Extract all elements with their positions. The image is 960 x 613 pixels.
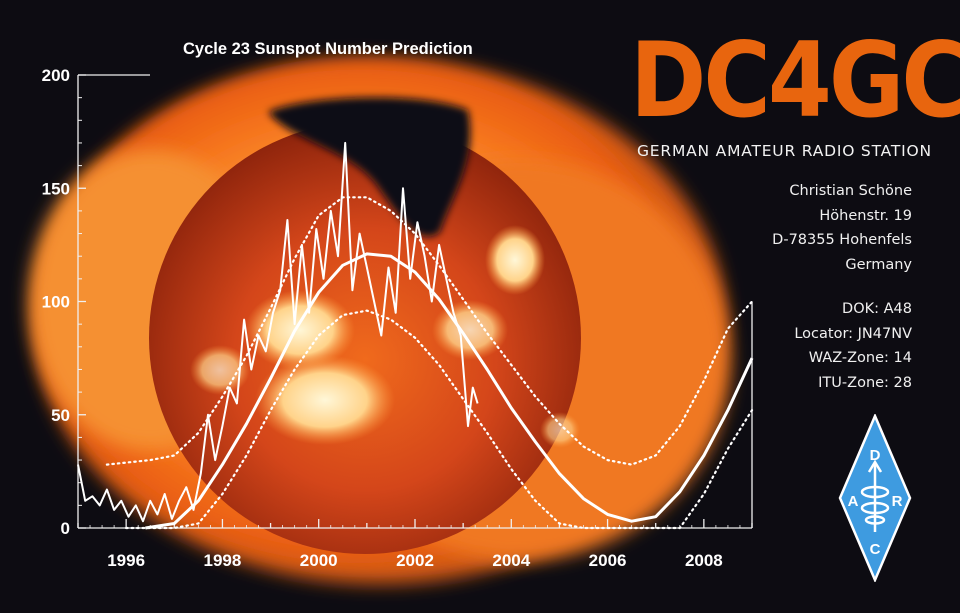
x-tick-label: 1996 — [107, 551, 145, 570]
chart-series — [77, 141, 754, 530]
x-tick-label: 2008 — [685, 551, 723, 570]
callsign: DC4GC — [630, 21, 960, 141]
waz-zone: WAZ-Zone: 14 — [808, 350, 912, 366]
x-tick-label: 2006 — [589, 551, 627, 570]
y-tick-label: 200 — [42, 66, 70, 85]
station-details: DOK: A48 Locator: JN47NV WAZ-Zone: 14 IT… — [794, 297, 912, 395]
chart-title: Cycle 23 Sunspot Number Prediction — [183, 40, 473, 58]
predicted-mean-line — [145, 252, 754, 530]
y-tick-label: 0 — [61, 519, 70, 538]
observed-sunspot-line — [77, 141, 479, 523]
sun-image — [30, 60, 730, 584]
logo-letter-c: C — [870, 541, 881, 558]
street: Höhenstr. 19 — [819, 207, 912, 224]
address-block: Christian Schöne Höhenstr. 19 D-78355 Ho… — [772, 179, 912, 277]
y-tick-label: 150 — [42, 179, 70, 198]
locator: Locator: JN47NV — [794, 325, 912, 342]
logo-letter-a: A — [848, 493, 859, 510]
dok: DOK: A48 — [842, 301, 912, 317]
operator-name: Christian Schöne — [789, 183, 912, 199]
itu-zone: ITU-Zone: 28 — [818, 374, 912, 391]
x-tick-label: 2000 — [300, 551, 338, 570]
country: Germany — [845, 256, 912, 273]
y-tick-label: 50 — [51, 406, 70, 425]
logo-letter-r: R — [892, 493, 903, 510]
station-subtitle: GERMAN AMATEUR RADIO STATION — [637, 142, 932, 160]
y-tick-label: 100 — [42, 293, 70, 312]
predicted-upper-line — [105, 196, 754, 466]
x-tick-label: 2004 — [492, 551, 530, 570]
chart-ticks: 0 50 100 150 200 1996 1998 2000 2002 2004 2006 2008 — [42, 66, 753, 570]
predicted-lower-line — [124, 309, 754, 530]
darc-logo: D A R C — [838, 414, 912, 582]
x-tick-label: 2002 — [396, 551, 434, 570]
x-tick-label: 1998 — [204, 551, 242, 570]
logo-letter-d: D — [870, 447, 881, 464]
city: D-78355 Hohenfels — [772, 232, 912, 248]
